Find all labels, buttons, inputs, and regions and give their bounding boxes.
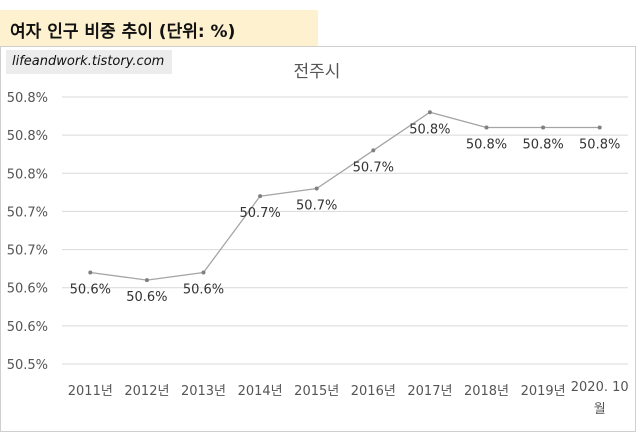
data-label: 50.6% — [183, 282, 224, 297]
data-label: 50.8% — [579, 138, 620, 153]
gridlines — [62, 96, 628, 365]
x-tick-label: 2016년 — [351, 384, 396, 399]
x-tick-label: 2019년 — [521, 384, 566, 399]
x-tick-label: 2012년 — [124, 384, 169, 399]
data-point — [314, 186, 319, 191]
data-label: 50.7% — [296, 199, 337, 214]
series-layer — [88, 110, 602, 283]
data-labels: 50.6% 50.6% 50.6% 50.7% 50.7% 50.7% 50.8% 50.8%… — [70, 122, 621, 305]
y-tick-label: 50.6% — [7, 282, 48, 297]
data-label: 50.6% — [70, 282, 111, 297]
data-label: 50.7% — [353, 160, 394, 175]
y-axis-ticks: 50.5% 50.6% 50.6% 50.7% 50.7% 50.8% 50.8% 50.8% — [7, 91, 48, 373]
data-point — [541, 125, 546, 130]
title-banner — [0, 10, 318, 46]
data-label: 50.8% — [522, 138, 563, 153]
data-point — [144, 278, 149, 283]
x-tick-label: 2020. 10 — [571, 380, 629, 395]
series-line — [90, 111, 600, 281]
data-label: 50.8% — [409, 122, 450, 137]
x-tick-label: 2017년 — [407, 384, 452, 399]
data-label: 50.7% — [239, 206, 280, 221]
y-tick-label: 50.8% — [7, 167, 48, 182]
chart-frame — [0, 46, 636, 432]
chart-title: 전주시 — [294, 62, 341, 82]
x-tick-label: 2011년 — [68, 384, 113, 399]
source-watermark-box — [6, 50, 172, 74]
data-point — [258, 194, 263, 199]
y-tick-label: 50.8% — [7, 91, 48, 106]
x-tick-label: 2014년 — [238, 384, 283, 399]
data-point — [427, 110, 432, 115]
y-tick-label: 50.8% — [7, 129, 48, 144]
data-point — [484, 125, 489, 130]
x-tick-label: 2015년 — [294, 384, 339, 399]
data-point — [201, 270, 206, 275]
y-tick-label: 50.6% — [7, 320, 48, 335]
x-tick-label: 2013년 — [181, 384, 226, 399]
data-label: 50.6% — [126, 290, 167, 305]
data-point — [371, 148, 376, 153]
data-point — [597, 125, 602, 130]
source-watermark: lifeandwork.tistory.com — [12, 54, 165, 69]
page-title: 여자 인구 비중 추이 (단위: %) — [10, 22, 236, 42]
y-tick-label: 50.5% — [7, 358, 48, 373]
data-label: 50.8% — [466, 138, 507, 153]
y-tick-label: 50.7% — [7, 205, 48, 220]
x-tick-label: 2018년 — [464, 384, 509, 399]
y-tick-label: 50.7% — [7, 244, 48, 259]
data-point — [88, 270, 93, 275]
x-tick-label-cont: 월 — [594, 402, 606, 417]
x-axis-ticks: 2011년 2012년 2013년 2014년 2015년 2016년 2017년 2018년… — [68, 380, 629, 417]
